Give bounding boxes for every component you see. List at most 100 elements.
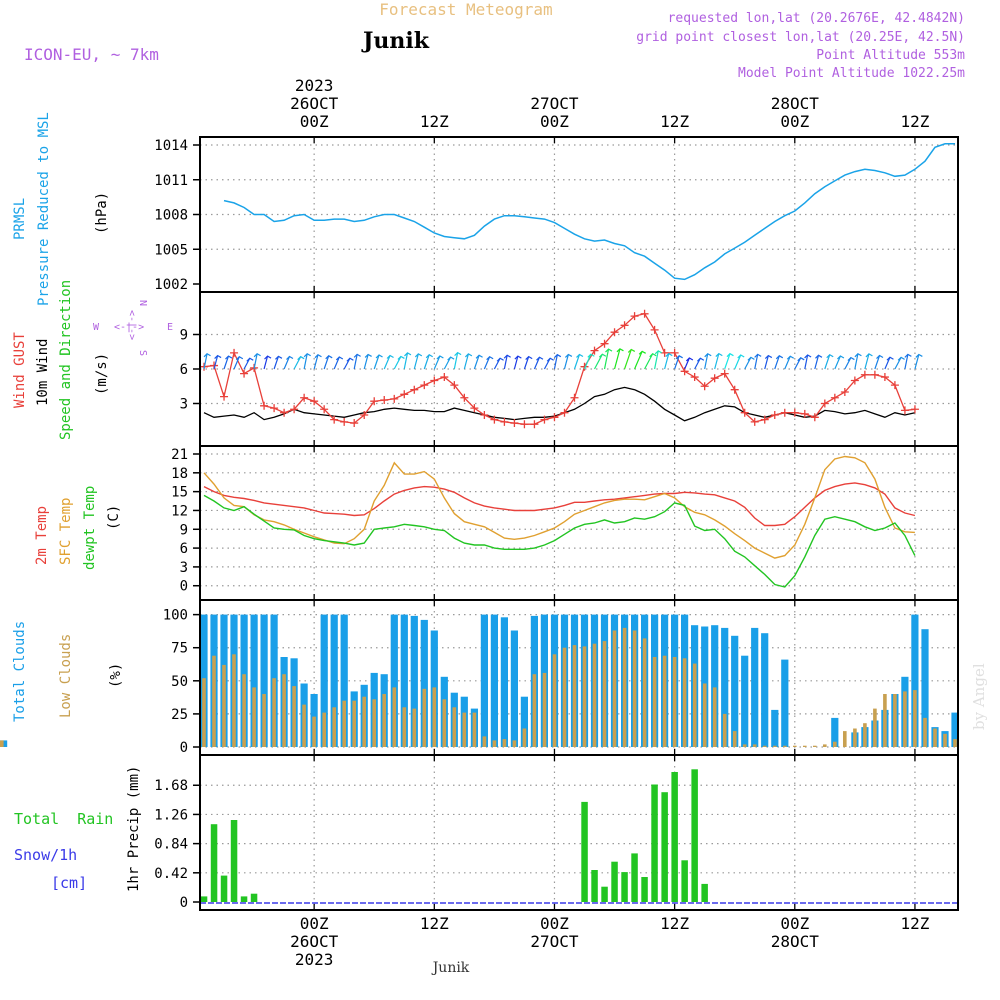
arrow-head [904, 353, 912, 358]
prmsl-label: PRMSL [12, 198, 28, 240]
gust-marker [450, 381, 459, 390]
total-cloud-bar [480, 614, 488, 747]
gust-marker [640, 309, 649, 318]
wind-direction-arrow [303, 353, 311, 370]
compass-east: E [167, 322, 173, 333]
low-cloud-bar [843, 731, 847, 747]
wind-direction-arrow [273, 355, 283, 370]
low-cloud-bar [863, 723, 867, 747]
gust-marker [650, 325, 659, 334]
y-tick-label: 75 [171, 641, 188, 657]
arrow-shaft [453, 352, 459, 370]
wind-direction-arrow [583, 353, 595, 370]
arrow-head [915, 353, 923, 358]
gust-marker [670, 348, 679, 357]
arrow-head [598, 353, 607, 358]
gust-marker [690, 373, 699, 382]
point-altitude: Point Altitude 553m [816, 48, 965, 63]
total-cloud-bar [330, 614, 338, 747]
arrow-shaft [634, 351, 643, 370]
wind-direction-arrow [463, 353, 473, 370]
arrow-shaft [203, 353, 208, 370]
low-cloud-bar [532, 674, 537, 747]
total-cloud-bar [500, 617, 508, 747]
low-cloud-bar [682, 658, 687, 747]
total-cloud-bar [400, 614, 408, 747]
low-cloud-bar [732, 731, 737, 747]
wind-direction-arrow [543, 357, 554, 370]
gust-marker [520, 420, 529, 429]
wind-direction-arrow [844, 356, 855, 370]
arrow-head [536, 356, 544, 361]
arrow-head [587, 353, 595, 358]
wind-direction-arrow [473, 354, 483, 370]
arrow-head [854, 353, 862, 358]
arrow-shaft [874, 355, 881, 370]
bottom-time-label: 12Z [660, 914, 689, 933]
chart-title: Forecast Meteogram [379, 0, 552, 19]
arrow-head [897, 356, 905, 361]
arrow-shaft [443, 356, 452, 370]
wind-direction-arrow [794, 357, 805, 370]
arrow-head [715, 352, 723, 358]
arrow-head [404, 352, 412, 357]
gust-marker [610, 328, 619, 337]
gust-marker [310, 397, 319, 406]
total-cloud-bar [721, 627, 729, 747]
gust-marker [780, 408, 789, 417]
low-cloud-bar [752, 744, 757, 747]
arrow-shaft [233, 356, 240, 370]
rain-bar [220, 875, 228, 902]
arrow-head [425, 353, 433, 359]
rain-bar [691, 769, 698, 902]
low-cloud-bar [412, 708, 417, 747]
low-cloud-bar [692, 663, 697, 747]
wind-direction-arrow [764, 354, 773, 370]
wind-direction-arrow [513, 355, 522, 370]
wind-direction-arrow [874, 354, 884, 370]
low-cloud-bar [662, 655, 667, 747]
low-cloud-bar [352, 700, 356, 747]
arrow-head [564, 353, 573, 358]
arrow-head [335, 356, 344, 361]
low-cloud-bar [893, 694, 897, 747]
wind-direction-arrow [443, 356, 455, 370]
arrow-head [726, 352, 734, 358]
arrow-head [353, 353, 361, 358]
y-tick-label: 18 [171, 466, 188, 482]
low-cloud-bar [612, 630, 617, 747]
arrow-shaft [904, 354, 909, 370]
wind-direction-arrow [333, 356, 344, 370]
wind-direction-arrow [423, 353, 433, 370]
compass-rose: N <-|-> S W <-|-> E [93, 300, 173, 356]
y-tick-label: 6 [180, 362, 188, 378]
total-cloud-bar [250, 614, 258, 747]
arrow-head [203, 353, 211, 358]
wind-direction-arrow [734, 354, 745, 370]
arrow-head [246, 357, 254, 362]
low-cloud-bar [953, 739, 957, 747]
arrow-head [804, 354, 812, 359]
panel-frame [199, 754, 959, 911]
wind-direction-arrow [373, 354, 383, 370]
gust-marker [570, 393, 579, 402]
low-cloud-bar [873, 708, 877, 747]
total-cloud-bar [390, 614, 398, 747]
wind-direction-arrow [834, 355, 845, 370]
arrow-shaft [513, 355, 519, 370]
gust-marker [490, 415, 499, 424]
wind-direction-arrow [243, 357, 254, 370]
gust-marker [330, 415, 339, 424]
rain-bar [661, 792, 668, 902]
arrow-head [375, 354, 383, 359]
total-cloud-bar [260, 614, 268, 747]
arrow-head [737, 354, 745, 359]
gust-marker [420, 381, 429, 390]
gust-marker [740, 408, 749, 417]
gust-marker [370, 397, 379, 406]
arrow-shaft [403, 352, 409, 370]
model-label: ICON-EU, ~ 7km [24, 45, 159, 64]
low-cloud-bar [312, 716, 316, 747]
arrow-shaft [794, 357, 802, 370]
wind-direction-arrow [904, 353, 912, 370]
